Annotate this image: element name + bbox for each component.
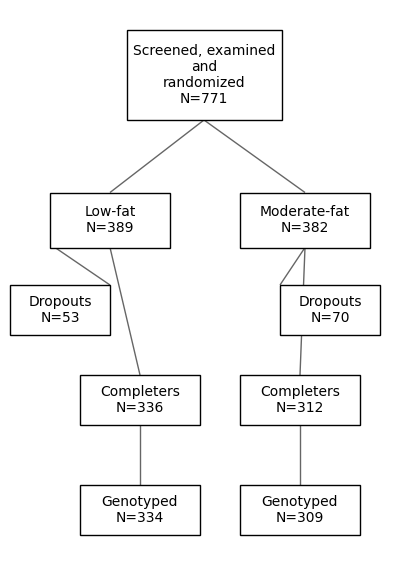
Text: Completers
N=312: Completers N=312 [260,385,340,415]
Text: Genotyped
N=334: Genotyped N=334 [102,495,178,525]
Text: Moderate-fat
N=382: Moderate-fat N=382 [260,205,350,235]
FancyBboxPatch shape [50,193,170,248]
Text: Completers
N=336: Completers N=336 [100,385,180,415]
FancyBboxPatch shape [240,485,360,535]
Text: Dropouts
N=53: Dropouts N=53 [28,295,92,325]
FancyBboxPatch shape [240,375,360,425]
Text: Low-fat
N=389: Low-fat N=389 [84,205,136,235]
Text: Genotyped
N=309: Genotyped N=309 [262,495,338,525]
FancyBboxPatch shape [280,285,380,335]
FancyBboxPatch shape [80,485,200,535]
FancyBboxPatch shape [10,285,110,335]
Text: Dropouts
N=70: Dropouts N=70 [298,295,362,325]
Text: Screened, examined
and
randomized
N=771: Screened, examined and randomized N=771 [133,44,275,107]
FancyBboxPatch shape [80,375,200,425]
FancyBboxPatch shape [126,30,282,120]
FancyBboxPatch shape [240,193,370,248]
